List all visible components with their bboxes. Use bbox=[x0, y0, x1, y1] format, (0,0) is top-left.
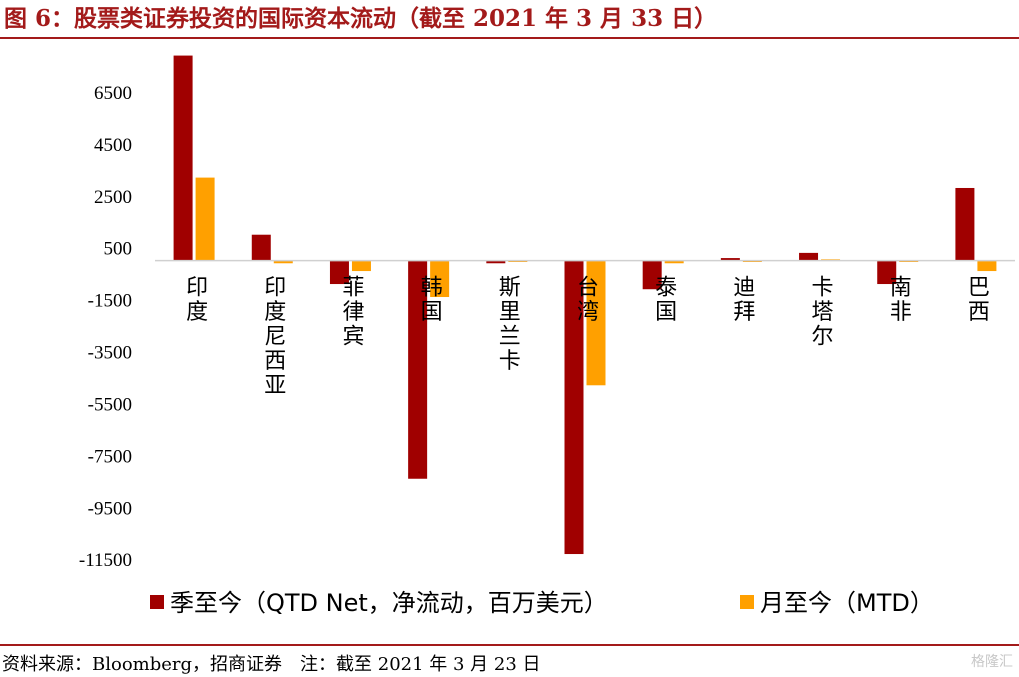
category-label-7: 迪拜 bbox=[733, 276, 755, 326]
mtd-bar-5 bbox=[586, 260, 606, 386]
y-tick-label: -11500 bbox=[79, 550, 132, 571]
qtd-bar-9 bbox=[877, 260, 897, 285]
category-labels: 印度 印度尼西亚 菲律宾 韩国 斯里兰卡 台湾 泰国 迪拜 卡塔尔 南非 巴西 bbox=[186, 276, 990, 399]
qtd-bar-2 bbox=[329, 260, 349, 285]
qtd-bar-6 bbox=[642, 260, 662, 290]
y-tick-label: 2500 bbox=[94, 187, 132, 208]
chart-title: 图 6：股票类证券投资的国际资本流动（截至 2021 年 3 月 33 日） bbox=[4, 5, 718, 32]
mtd-bar-10 bbox=[977, 260, 997, 272]
qtd-bar-8 bbox=[799, 252, 819, 261]
y-tick-label: -7500 bbox=[88, 446, 132, 467]
qtd-bar-4 bbox=[486, 260, 506, 264]
qtd-bar-1 bbox=[251, 234, 271, 261]
legend: 季至今（QTD Net，净流动，百万美元） 月至今（MTD） bbox=[150, 589, 934, 617]
category-label-10: 巴西 bbox=[968, 276, 990, 326]
legend-label-0: 季至今（QTD Net，净流动，百万美元） bbox=[170, 589, 608, 617]
qtd-bar-0 bbox=[173, 55, 193, 261]
category-label-0: 印度 bbox=[186, 276, 208, 326]
y-tick-label: 6500 bbox=[94, 83, 132, 104]
y-tick-label: -1500 bbox=[88, 291, 132, 312]
mtd-bar-3 bbox=[430, 260, 450, 298]
bar-chart: 6500 4500 2500 500 -1500 -3500 -5500 -7500 -9500… bbox=[79, 55, 1015, 617]
category-label-2: 菲律宾 bbox=[342, 276, 364, 350]
y-tick-label: 4500 bbox=[94, 135, 132, 156]
category-label-8: 卡塔尔 bbox=[812, 276, 834, 350]
y-tick-label: -9500 bbox=[88, 498, 132, 519]
qtd-bar-5 bbox=[564, 260, 584, 555]
source-note: 资料来源：Bloomberg，招商证券 注：截至 2021 年 3 月 23 日 bbox=[2, 654, 541, 675]
watermark-logo: 格隆汇 bbox=[971, 654, 1013, 670]
mtd-bar-2 bbox=[351, 260, 371, 272]
qtd-bar-7 bbox=[720, 258, 740, 261]
qtd-bar-3 bbox=[408, 260, 428, 479]
legend-swatch-0 bbox=[150, 595, 164, 609]
category-label-9: 南非 bbox=[890, 276, 912, 326]
y-tick-label: 500 bbox=[104, 239, 133, 260]
y-axis-ticks: 6500 4500 2500 500 -1500 -3500 -5500 -7500 -9500… bbox=[79, 83, 132, 571]
mtd-bar-1 bbox=[273, 260, 293, 264]
y-tick-label: -3500 bbox=[88, 343, 132, 364]
category-label-5: 台湾 bbox=[577, 276, 599, 326]
title-divider bbox=[0, 37, 1019, 39]
legend-label-1: 月至今（MTD） bbox=[760, 589, 934, 617]
y-tick-label: -5500 bbox=[88, 394, 132, 415]
mtd-bar-6 bbox=[664, 260, 684, 264]
footer-divider bbox=[0, 644, 1019, 646]
category-label-3: 韩国 bbox=[421, 276, 443, 326]
mtd-bar-0 bbox=[195, 177, 215, 261]
category-label-1: 印度尼西亚 bbox=[264, 276, 286, 399]
category-label-6: 泰国 bbox=[655, 276, 677, 326]
qtd-bar-10 bbox=[955, 187, 975, 261]
bar-group bbox=[173, 55, 997, 555]
legend-swatch-1 bbox=[740, 595, 754, 609]
category-label-4: 斯里兰卡 bbox=[499, 276, 521, 375]
